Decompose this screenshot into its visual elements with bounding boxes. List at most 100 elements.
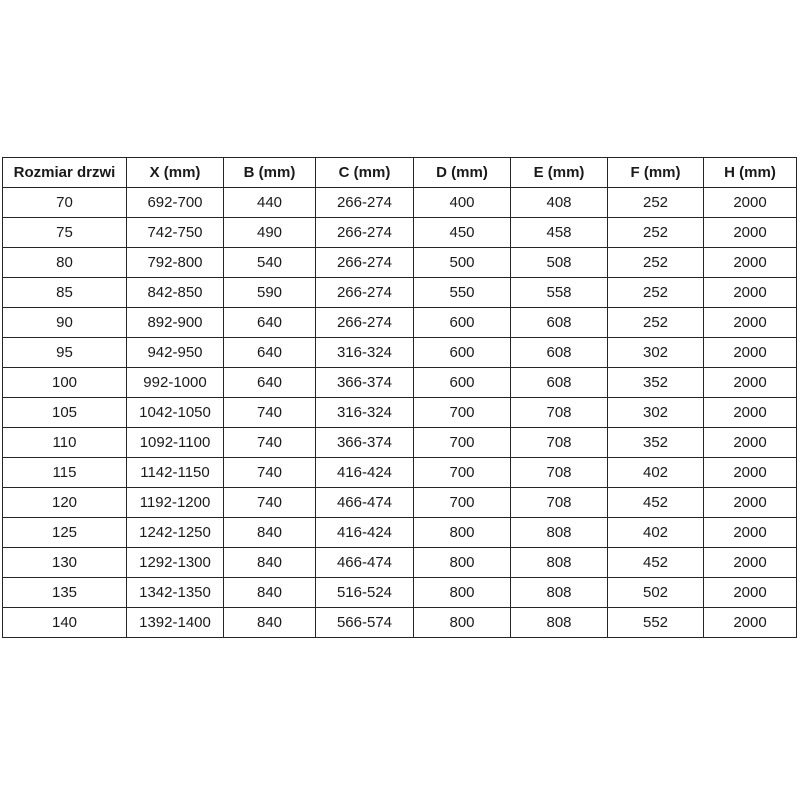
col-header-e-mm: E (mm) <box>510 157 608 188</box>
table-cell: 808 <box>510 517 608 548</box>
table-cell: 550 <box>413 277 511 308</box>
table-cell: 1342-1350 <box>126 577 224 608</box>
table-cell: 840 <box>223 517 316 548</box>
table-row: 130 1292-1300 840 466-474 800 808 452 2000 <box>2 547 797 578</box>
table-cell: 80 <box>2 247 127 278</box>
table-cell: 316-324 <box>315 397 414 428</box>
table-cell: 252 <box>607 187 704 218</box>
table-cell: 2000 <box>703 547 797 578</box>
table-cell: 640 <box>223 337 316 368</box>
table-cell: 558 <box>510 277 608 308</box>
table-cell: 708 <box>510 457 608 488</box>
table-cell: 352 <box>607 367 704 398</box>
table-cell: 708 <box>510 487 608 518</box>
table-row: 95 942-950 640 316-324 600 608 302 2000 <box>2 337 797 368</box>
table-cell: 2000 <box>703 487 797 518</box>
table-cell: 2000 <box>703 277 797 308</box>
table-row: 70 692-700 440 266-274 400 408 252 2000 <box>2 187 797 218</box>
table-row: 140 1392-1400 840 566-574 800 808 552 2000 <box>2 607 797 638</box>
table-cell: 800 <box>413 607 511 638</box>
header-row: Rozmiar drzwi X (mm) B (mm) C (mm) D (mm… <box>2 157 797 188</box>
col-header-c-mm: C (mm) <box>315 157 414 188</box>
table-row: 80 792-800 540 266-274 500 508 252 2000 <box>2 247 797 278</box>
table-cell: 608 <box>510 367 608 398</box>
table-cell: 640 <box>223 307 316 338</box>
table-cell: 840 <box>223 547 316 578</box>
table-cell: 942-950 <box>126 337 224 368</box>
table-row: 90 892-900 640 266-274 600 608 252 2000 <box>2 307 797 338</box>
table-cell: 366-374 <box>315 427 414 458</box>
table-cell: 1142-1150 <box>126 457 224 488</box>
table-cell: 252 <box>607 247 704 278</box>
table-cell: 800 <box>413 517 511 548</box>
table-cell: 1292-1300 <box>126 547 224 578</box>
table-row: 110 1092-1100 740 366-374 700 708 352 2000 <box>2 427 797 458</box>
table-cell: 252 <box>607 277 704 308</box>
table-cell: 540 <box>223 247 316 278</box>
table-row: 135 1342-1350 840 516-524 800 808 502 2000 <box>2 577 797 608</box>
table-cell: 402 <box>607 457 704 488</box>
table-body: 70 692-700 440 266-274 400 408 252 2000 75 742-75… <box>2 187 797 638</box>
table-cell: 552 <box>607 607 704 638</box>
table-cell: 566-574 <box>315 607 414 638</box>
table-row: 85 842-850 590 266-274 550 558 252 2000 <box>2 277 797 308</box>
table-cell: 252 <box>607 307 704 338</box>
table-cell: 402 <box>607 517 704 548</box>
table-row: 75 742-750 490 266-274 450 458 252 2000 <box>2 217 797 248</box>
table-cell: 600 <box>413 337 511 368</box>
table-cell: 125 <box>2 517 127 548</box>
table-cell: 842-850 <box>126 277 224 308</box>
table-cell: 740 <box>223 397 316 428</box>
table-cell: 266-274 <box>315 187 414 218</box>
table-cell: 466-474 <box>315 547 414 578</box>
table-cell: 692-700 <box>126 187 224 218</box>
table-cell: 266-274 <box>315 277 414 308</box>
table-cell: 502 <box>607 577 704 608</box>
table-cell: 452 <box>607 547 704 578</box>
table-cell: 408 <box>510 187 608 218</box>
table-cell: 1192-1200 <box>126 487 224 518</box>
table-cell: 700 <box>413 427 511 458</box>
table-row: 115 1142-1150 740 416-424 700 708 402 2000 <box>2 457 797 488</box>
table-cell: 416-424 <box>315 517 414 548</box>
table-cell: 90 <box>2 307 127 338</box>
table-cell: 140 <box>2 607 127 638</box>
table-cell: 400 <box>413 187 511 218</box>
table-cell: 892-900 <box>126 307 224 338</box>
table-cell: 2000 <box>703 397 797 428</box>
table-cell: 2000 <box>703 187 797 218</box>
table-cell: 600 <box>413 307 511 338</box>
table-cell: 352 <box>607 427 704 458</box>
table-cell: 2000 <box>703 367 797 398</box>
table-cell: 266-274 <box>315 247 414 278</box>
table-cell: 2000 <box>703 217 797 248</box>
table-cell: 2000 <box>703 307 797 338</box>
table-cell: 2000 <box>703 517 797 548</box>
table-cell: 302 <box>607 397 704 428</box>
table-cell: 75 <box>2 217 127 248</box>
table-cell: 590 <box>223 277 316 308</box>
table-row: 100 992-1000 640 366-374 600 608 352 2000 <box>2 367 797 398</box>
table-cell: 800 <box>413 547 511 578</box>
table-cell: 130 <box>2 547 127 578</box>
table-cell: 302 <box>607 337 704 368</box>
table-cell: 500 <box>413 247 511 278</box>
table-cell: 600 <box>413 367 511 398</box>
table-row: 105 1042-1050 740 316-324 700 708 302 2000 <box>2 397 797 428</box>
table-cell: 2000 <box>703 577 797 608</box>
table-cell: 640 <box>223 367 316 398</box>
table-cell: 608 <box>510 337 608 368</box>
table-cell: 840 <box>223 607 316 638</box>
table-cell: 452 <box>607 487 704 518</box>
table-cell: 792-800 <box>126 247 224 278</box>
table-cell: 708 <box>510 427 608 458</box>
table-cell: 416-424 <box>315 457 414 488</box>
table-cell: 508 <box>510 247 608 278</box>
table-cell: 992-1000 <box>126 367 224 398</box>
table-cell: 700 <box>413 487 511 518</box>
table-cell: 85 <box>2 277 127 308</box>
table-cell: 100 <box>2 367 127 398</box>
col-header-b-mm: B (mm) <box>223 157 316 188</box>
col-header-f-mm: F (mm) <box>607 157 704 188</box>
